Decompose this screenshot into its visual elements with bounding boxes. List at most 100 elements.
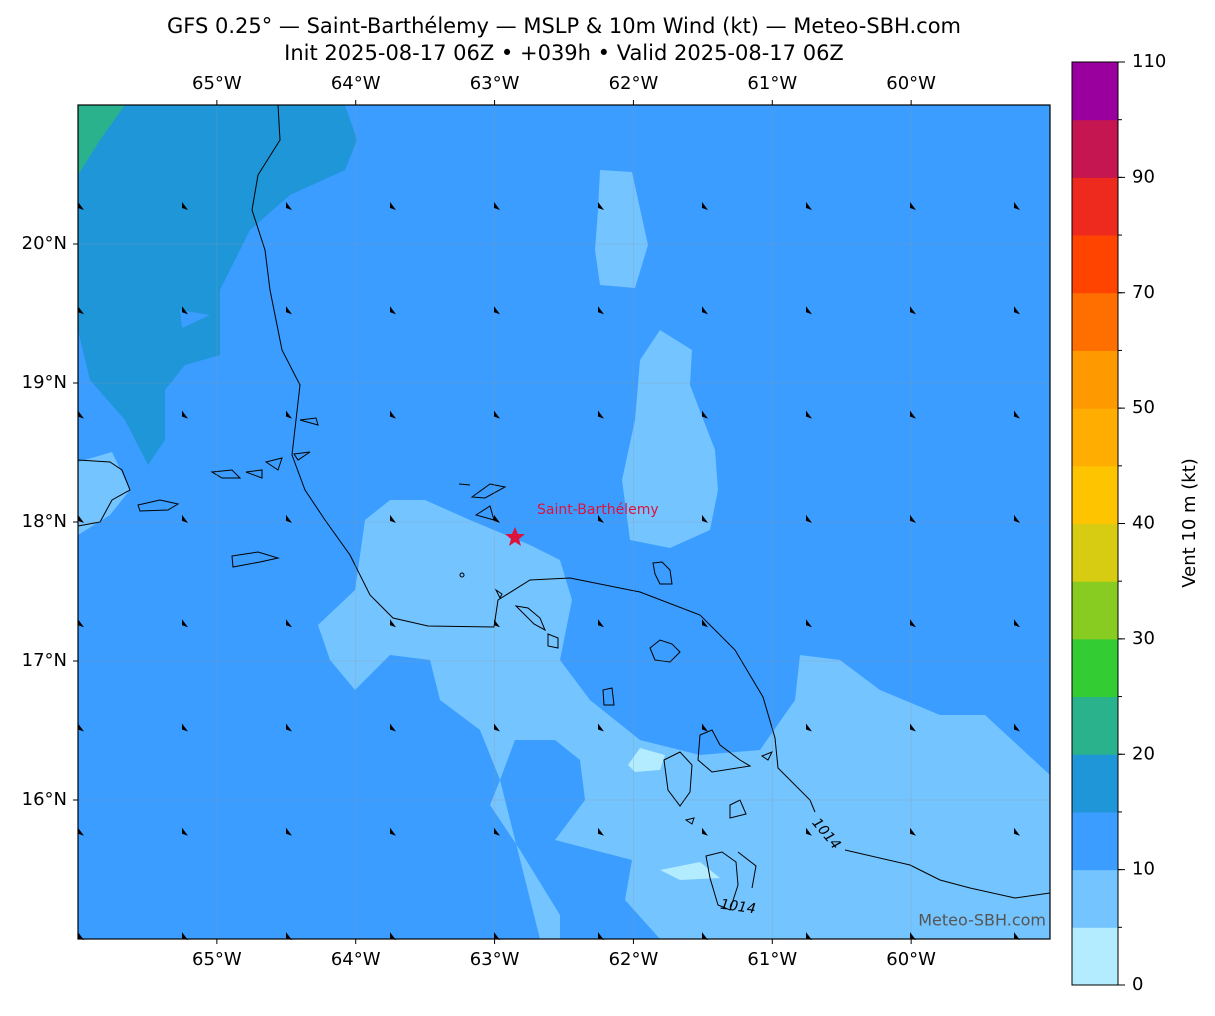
colorbar-tick-label: 20 [1132, 743, 1155, 764]
colorbar-band [1072, 292, 1118, 351]
colorbar-tick-label: 30 [1132, 628, 1155, 649]
wind-arrow [78, 619, 84, 628]
wind-arrow [598, 410, 604, 419]
wind-arrow [286, 827, 292, 836]
wind-arrow [78, 932, 84, 941]
lon-tick-label: 60°W [886, 73, 936, 94]
graticule [73, 100, 1050, 944]
colorbar-band [1072, 523, 1118, 582]
wind-arrow [1014, 827, 1020, 836]
location-label: Saint-Barthélemy [537, 502, 659, 518]
wind-arrow [390, 723, 396, 732]
wind-arrow [910, 514, 916, 523]
wind-arrow [598, 306, 604, 315]
wind-arrow [286, 410, 292, 419]
subtitle: Init 2025-08-17 06Z • +039h • Valid 2025… [284, 41, 844, 65]
wind-arrow [806, 202, 812, 210]
colorbar-band [1072, 235, 1118, 294]
colorbar-tick-label: 90 [1132, 166, 1155, 187]
wind-arrow [390, 619, 396, 628]
lon-tick-label: 65°W [192, 73, 242, 94]
colorbar-band [1072, 408, 1118, 467]
lon-tick-label: 64°W [331, 949, 381, 970]
colorbar-tick-label: 50 [1132, 397, 1155, 418]
wind-arrow [182, 723, 188, 732]
wind-arrow [1014, 619, 1020, 628]
lon-tick-label: 61°W [747, 73, 797, 94]
colorbar-band [1072, 62, 1118, 121]
wind-arrow [910, 619, 916, 628]
colorbar-tick-label: 110 [1132, 51, 1166, 72]
wind-arrow [1014, 514, 1020, 523]
wind-arrow [702, 827, 708, 836]
wind-arrow [1014, 306, 1020, 315]
wind-arrow [806, 723, 812, 732]
wind-arrow [910, 723, 916, 732]
wind-arrow [494, 306, 500, 315]
colorbar-label: Vent 10 m (kt) [1179, 458, 1200, 588]
wind-arrow [390, 202, 396, 210]
lon-tick-label: 62°W [609, 73, 659, 94]
wind-arrow [806, 827, 812, 836]
colorbar-band [1072, 869, 1118, 928]
colorbar-band [1072, 927, 1118, 986]
wind-arrow [702, 514, 708, 523]
wind-arrow [390, 306, 396, 315]
wind-arrow [286, 306, 292, 315]
wind-arrow [806, 619, 812, 628]
wind-arrow [390, 410, 396, 419]
coastlines [78, 417, 774, 911]
wind-arrow [182, 932, 188, 941]
wind-arrow [78, 202, 84, 210]
wind-arrow [286, 932, 292, 941]
wind-arrow [598, 723, 604, 732]
wind-arrow [390, 514, 396, 523]
colorbar-band [1072, 696, 1118, 755]
colorbar-band [1072, 638, 1118, 698]
wind-arrow [806, 514, 812, 523]
wind-arrow [806, 410, 812, 419]
wind-arrow [78, 723, 84, 732]
map-fill [78, 105, 1050, 939]
wind-arrow [598, 202, 604, 210]
lon-tick-label: 65°W [192, 949, 242, 970]
wind-arrow [910, 932, 916, 941]
wind-arrow [78, 306, 84, 315]
lon-tick-label: 61°W [747, 949, 797, 970]
colorbar-band [1072, 754, 1118, 813]
wind-arrow [910, 827, 916, 836]
wind-vectors [78, 202, 1020, 941]
wind-arrow [286, 619, 292, 628]
colorbar-band [1072, 465, 1118, 524]
lon-tick-label: 62°W [609, 949, 659, 970]
title: GFS 0.25° — Saint-Barthélemy — MSLP & 10… [167, 14, 961, 38]
wind-arrow [702, 202, 708, 210]
wind-arrow [286, 514, 292, 523]
wind-arrow [390, 932, 396, 941]
wind-arrow [806, 306, 812, 315]
wind-arrow [598, 514, 604, 523]
wind-arrow [702, 306, 708, 315]
wind-arrow [390, 827, 396, 836]
lon-tick-label: 63°W [470, 73, 520, 94]
wind-arrow [78, 410, 84, 419]
wind-arrow [494, 932, 500, 941]
lat-tick-label: 16°N [22, 789, 67, 810]
wind-arrow [182, 202, 188, 210]
wind-arrow [1014, 723, 1020, 732]
wind-arrow [702, 410, 708, 419]
wind-arrow [1014, 202, 1020, 210]
wind-arrow [1014, 932, 1020, 941]
wind-arrow [78, 514, 84, 523]
colorbar-band [1072, 177, 1118, 236]
lat-tick-label: 20°N [22, 233, 67, 254]
wind-arrow [182, 514, 188, 523]
wind-arrow [182, 410, 188, 419]
wind-arrow [494, 202, 500, 210]
wind-arrow [494, 619, 500, 628]
wind-arrow [494, 410, 500, 419]
lon-tick-label: 64°W [331, 73, 381, 94]
location-marker [505, 527, 525, 546]
wind-arrow [78, 827, 84, 836]
